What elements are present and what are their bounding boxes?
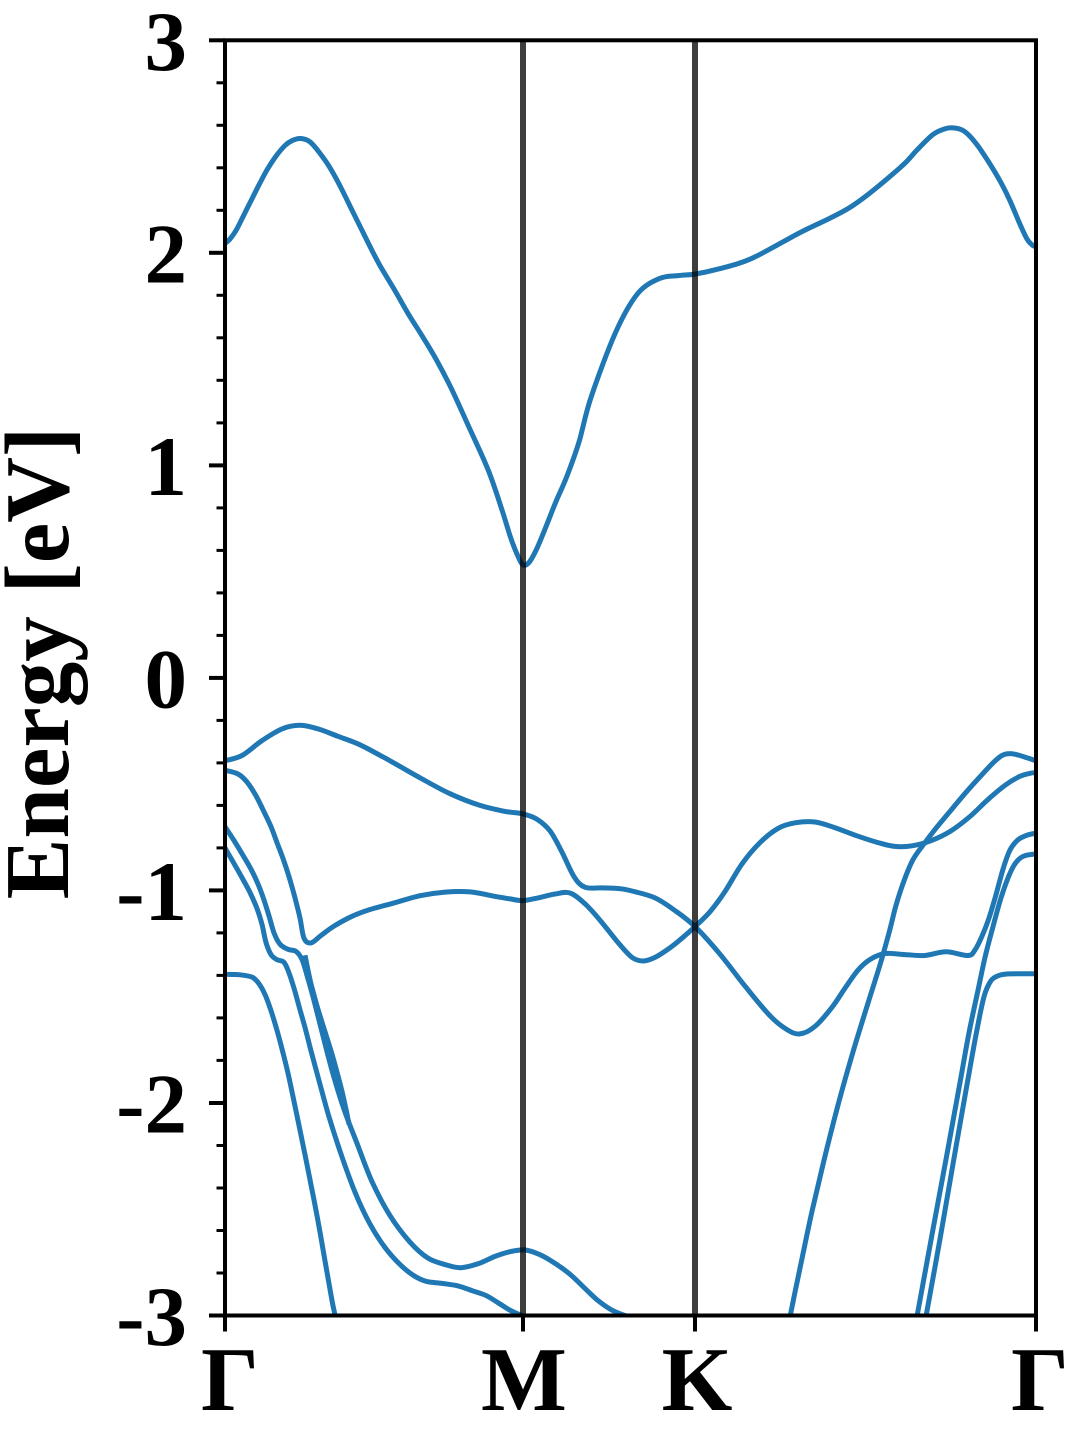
svg-text:Energy [eV]: Energy [eV] [0,427,88,900]
svg-text:-3: -3 [116,1270,187,1364]
svg-text:Γ: Γ [201,1329,259,1430]
svg-text:K: K [662,1329,733,1430]
svg-text:M: M [481,1329,567,1430]
svg-text:-1: -1 [116,845,187,939]
svg-text:3: 3 [145,0,188,89]
svg-text:2: 2 [145,207,188,301]
svg-text:Γ: Γ [1011,1329,1069,1430]
svg-text:0: 0 [145,632,188,726]
svg-text:-2: -2 [116,1058,187,1152]
svg-text:1: 1 [145,420,188,514]
